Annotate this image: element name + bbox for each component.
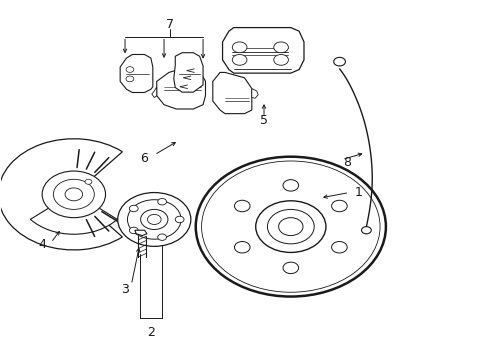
Circle shape [126,76,134,82]
Circle shape [267,210,314,244]
Circle shape [273,54,288,65]
Circle shape [234,242,249,253]
Circle shape [255,201,325,252]
Polygon shape [152,87,157,98]
Circle shape [331,242,346,253]
Wedge shape [0,139,122,250]
Circle shape [175,216,183,223]
Circle shape [333,57,345,66]
Circle shape [232,42,246,53]
Circle shape [201,161,379,292]
Polygon shape [135,230,147,235]
Circle shape [232,54,246,65]
Text: 1: 1 [354,186,362,199]
Circle shape [147,215,161,225]
Circle shape [283,262,298,274]
Circle shape [118,193,190,246]
Polygon shape [173,53,203,92]
Polygon shape [212,72,251,114]
Circle shape [53,179,94,210]
Text: 2: 2 [146,326,155,339]
Circle shape [361,226,370,234]
Polygon shape [222,28,304,73]
Text: 3: 3 [121,283,129,296]
Circle shape [158,234,166,240]
Circle shape [141,210,167,229]
Circle shape [283,180,298,191]
Circle shape [273,42,288,53]
Text: 5: 5 [260,114,267,127]
Circle shape [278,218,303,235]
Polygon shape [120,54,153,93]
Circle shape [331,200,346,212]
Circle shape [234,200,249,212]
Circle shape [65,188,82,201]
Circle shape [42,171,105,218]
Circle shape [85,179,92,184]
Text: 6: 6 [141,152,148,165]
Circle shape [129,205,138,212]
Wedge shape [30,193,117,234]
Circle shape [127,200,181,239]
Text: 4: 4 [38,238,46,251]
Circle shape [195,157,385,297]
Circle shape [158,198,166,205]
Circle shape [129,227,138,234]
Polygon shape [251,89,258,98]
Circle shape [126,67,134,72]
Text: 7: 7 [165,18,174,31]
Text: 8: 8 [342,156,350,168]
Polygon shape [157,69,205,109]
